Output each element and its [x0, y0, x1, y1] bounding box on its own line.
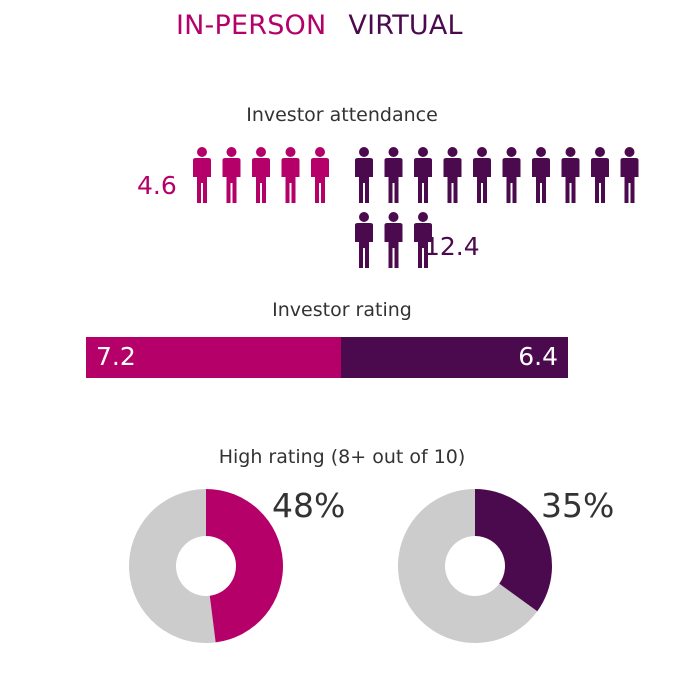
person-icon — [252, 147, 270, 203]
person-icon — [355, 147, 373, 203]
person-icon — [443, 147, 462, 203]
rating-value-virtual: 6.4 — [518, 342, 558, 371]
person-icon — [532, 147, 550, 203]
person-icon — [502, 147, 521, 203]
person-icon — [355, 212, 373, 268]
legend: IN-PERSON VIRTUAL — [176, 10, 463, 41]
person-icon — [281, 147, 300, 203]
person-icon — [193, 147, 211, 203]
person-icon — [591, 147, 609, 203]
attendance-title: Investor attendance — [246, 104, 438, 126]
person-icon — [222, 147, 241, 203]
rating-title: Investor rating — [272, 299, 412, 321]
person-icon — [473, 147, 491, 203]
donut-virtual — [398, 489, 552, 643]
person-icon — [311, 147, 329, 203]
rating-bar-in-person: 7.2 — [86, 337, 342, 378]
person-icon — [414, 212, 432, 268]
donut-label-in-person: 48% — [272, 486, 346, 525]
attendance-chart: 4.6 12.4 — [137, 147, 639, 268]
donut-label-virtual: 35% — [541, 486, 615, 525]
person-icon — [620, 147, 639, 203]
legend-in-person: IN-PERSON — [176, 10, 327, 41]
donut-value-slice — [475, 489, 552, 612]
person-icon — [414, 147, 432, 203]
person-icon — [384, 147, 403, 203]
rating-value-in-person: 7.2 — [96, 342, 136, 371]
donut-remainder-slice — [128, 489, 216, 643]
person-icon — [561, 147, 580, 203]
attendance-value-in-person: 4.6 — [137, 171, 177, 200]
donut-remainder-slice — [398, 489, 538, 643]
rating-bar: 7.2 6.4 — [86, 337, 568, 378]
person-icon — [384, 212, 403, 268]
legend-virtual: VIRTUAL — [348, 10, 463, 41]
attendance-value-virtual: 12.4 — [424, 232, 480, 261]
high-rating-title: High rating (8+ out of 10) — [218, 446, 466, 468]
donut-value-slice — [206, 489, 283, 643]
donut-in-person — [128, 489, 283, 643]
rating-bar-virtual: 6.4 — [341, 337, 568, 378]
